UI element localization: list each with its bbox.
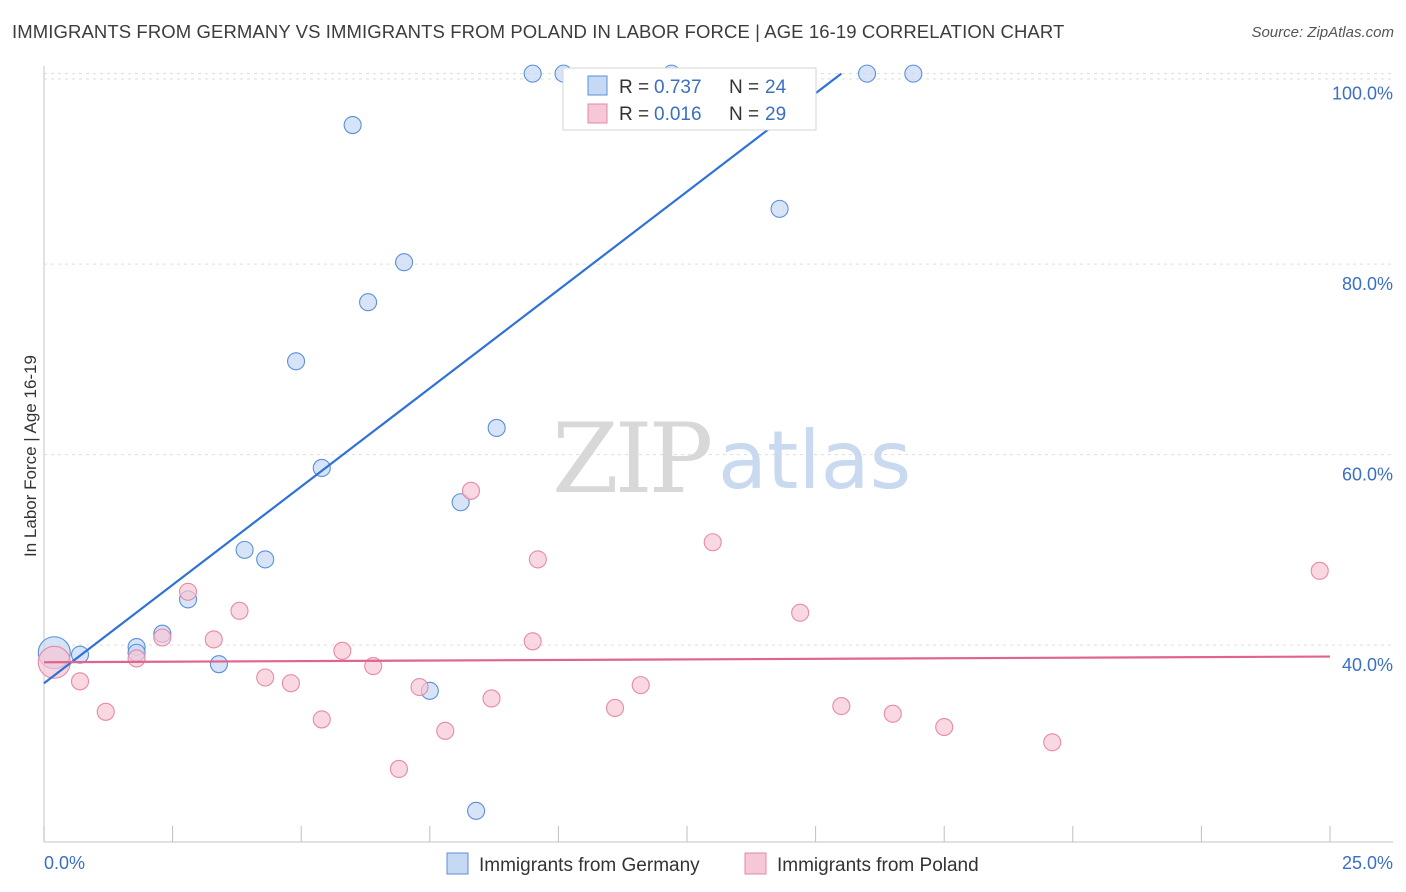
legend-r-value-poland: 0.016 xyxy=(654,104,702,125)
germany-point xyxy=(395,253,414,272)
germany-point xyxy=(359,293,378,312)
germany-point xyxy=(523,64,542,83)
poland-point xyxy=(1043,733,1062,752)
poland-point xyxy=(410,677,429,697)
poland-point xyxy=(528,550,547,569)
poland-point xyxy=(883,704,902,723)
poland-point xyxy=(389,759,408,778)
legend-swatch-germany xyxy=(587,75,608,96)
germany-point xyxy=(451,493,470,512)
legend-n-value-germany: 24 xyxy=(765,77,787,98)
germany-point xyxy=(770,199,789,218)
y-tick-label: 60.0% xyxy=(1342,465,1393,485)
watermark-zip: ZIP xyxy=(552,403,711,515)
poland-point xyxy=(791,603,810,622)
poland-point xyxy=(703,533,722,552)
poland-point xyxy=(935,717,954,737)
poland-point xyxy=(96,702,115,721)
series-legend-swatch-poland xyxy=(744,852,767,875)
legend-swatch-poland xyxy=(587,103,608,124)
axes xyxy=(43,66,1393,843)
poland-point xyxy=(70,672,90,691)
poland-point xyxy=(178,582,198,601)
poland-point xyxy=(230,601,249,620)
y-tick-label: 80.0% xyxy=(1342,274,1393,294)
poland-point xyxy=(461,481,481,500)
germany-point xyxy=(312,458,331,478)
poland-point xyxy=(605,698,625,718)
poland-trend-line xyxy=(43,655,1331,664)
poland-point xyxy=(1310,561,1329,580)
germany-point xyxy=(487,418,506,438)
x-tick-label-min: 0.0% xyxy=(44,853,85,873)
legend-n-value-poland: 29 xyxy=(765,104,786,125)
germany-point xyxy=(343,116,362,135)
germany-point xyxy=(287,352,306,371)
poland-point xyxy=(281,674,300,693)
series-legend: Immigrants from Germany Immigrants from … xyxy=(446,852,979,876)
source-label: Source: ZipAtlas.com xyxy=(1251,24,1394,41)
poland-point xyxy=(436,721,455,740)
poland-point xyxy=(127,649,146,668)
germany-point xyxy=(256,550,275,569)
poland-point xyxy=(256,668,275,687)
germany-point xyxy=(857,64,877,83)
x-tick-label-max: 25.0% xyxy=(1342,853,1393,873)
legend-r-value-germany: 0.737 xyxy=(654,77,702,98)
germany-point xyxy=(904,64,923,83)
legend-r-label-germany: R = xyxy=(619,77,649,98)
poland-point xyxy=(153,628,172,647)
legend-r-label-poland: R = xyxy=(619,104,649,125)
poland-point xyxy=(631,676,650,695)
poland-point xyxy=(523,632,542,651)
germany-point xyxy=(467,801,486,820)
chart-title: IMMIGRANTS FROM GERMANY VS IMMIGRANTS FR… xyxy=(12,21,1065,42)
poland-point xyxy=(333,641,352,660)
series-legend-label-poland: Immigrants from Poland xyxy=(777,855,979,876)
gridlines xyxy=(44,73,1393,646)
legend-n-label-germany: N = xyxy=(729,77,759,98)
series-legend-label-germany: Immigrants from Germany xyxy=(479,855,700,876)
poland-point xyxy=(204,630,223,649)
y-tick-labels: 40.0% 60.0% 80.0% 100.0% xyxy=(1332,84,1393,675)
y-axis-label: In Labor Force | Age 16-19 xyxy=(21,355,40,557)
series-legend-swatch-germany xyxy=(446,852,469,875)
poland-point xyxy=(312,710,331,729)
poland-point xyxy=(482,689,501,708)
y-tick-label: 100.0% xyxy=(1332,84,1393,104)
germany-trend-line xyxy=(43,72,842,685)
y-tick-label: 40.0% xyxy=(1342,655,1393,675)
poland-point xyxy=(832,697,851,716)
watermark-atlas: atlas xyxy=(718,414,911,507)
germany-point xyxy=(235,540,254,559)
stats-legend: R = 0.737 N = 24 R = 0.016 N = 29 xyxy=(562,67,817,131)
germany-point xyxy=(209,655,228,674)
watermark: ZIP atlas xyxy=(552,403,911,515)
trend-lines xyxy=(43,72,1331,685)
legend-n-label-poland: N = xyxy=(729,104,759,125)
